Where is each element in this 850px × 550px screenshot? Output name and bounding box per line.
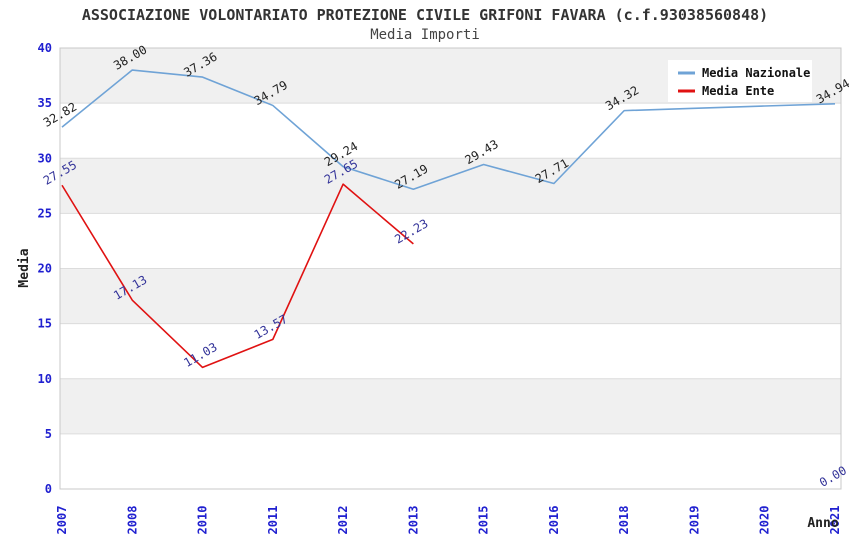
plot-band [60,323,841,379]
y-tick-label: 10 [38,372,52,386]
legend-label-media-nazionale: Media Nazionale [702,66,810,80]
plot-band [60,378,841,434]
chart-title: ASSOCIAZIONE VOLONTARIATO PROTEZIONE CIV… [82,6,768,24]
y-tick-label: 5 [45,427,52,441]
x-tick-label: 2021 [828,506,842,535]
x-axis-tick-labels: 2007 2008 2010 2011 2012 2013 2015 2016 2018 2019… [55,506,842,535]
y-tick-label: 20 [38,262,52,276]
plot-band [60,158,841,214]
y-tick-label: 0 [45,482,52,496]
y-tick-label: 30 [38,151,52,165]
legend-label-media-ente: Media Ente [702,84,774,98]
legend: Media Nazionale Media Ente [668,60,812,102]
x-tick-label: 2012 [336,506,350,535]
x-axis-title: Anno [807,516,838,531]
x-tick-label: 2015 [477,506,491,535]
x-tick-label: 2018 [617,506,631,535]
x-tick-label: 2008 [125,506,139,535]
x-tick-label: 2011 [266,506,280,535]
x-tick-label: 2016 [547,506,561,535]
y-axis-title: Media [17,248,32,287]
x-tick-label: 2010 [196,506,210,535]
y-tick-label: 40 [38,41,52,55]
plot-band [60,268,841,324]
chart-subtitle: Media Importi [370,27,480,43]
y-tick-label: 15 [38,317,52,331]
x-tick-label: 2007 [55,506,69,535]
x-tick-label: 2013 [406,506,420,535]
plot-band [60,103,841,159]
background-bands [60,48,841,489]
x-tick-label: 2019 [687,506,701,535]
legend-box [668,60,812,102]
gridlines [60,102,841,435]
y-tick-label: 35 [38,96,52,110]
series-lines [61,69,836,369]
plot-band [60,213,841,269]
plot-border [59,47,842,490]
series-line-media-ente [61,183,414,369]
y-axis-tick-labels: 0 5 10 15 20 25 30 35 40 [38,41,52,496]
series-line-media-nazionale [61,69,836,191]
x-tick-label: 2020 [758,506,772,535]
plot-band [60,433,841,489]
y-tick-label: 25 [38,206,52,220]
